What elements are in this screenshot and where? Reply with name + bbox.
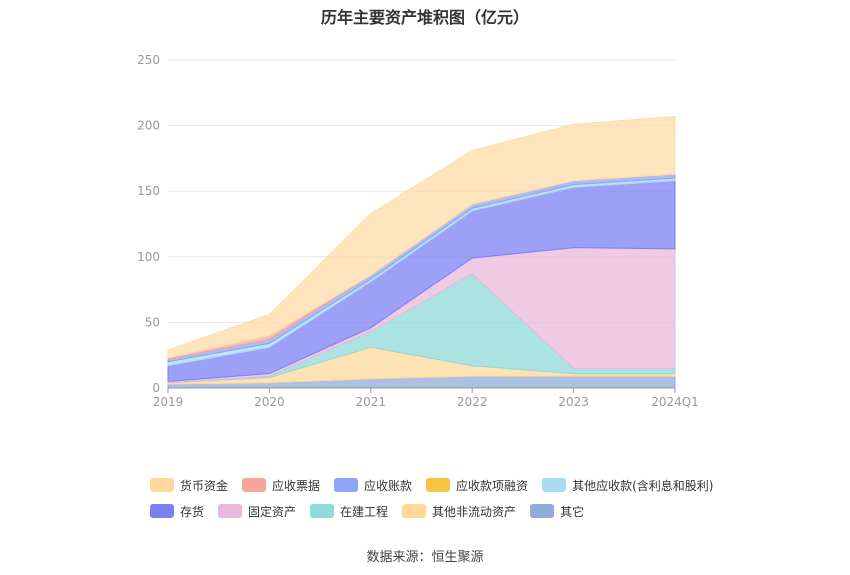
legend-label: 存货 (180, 504, 205, 519)
y-tick-label: 200 (137, 119, 160, 133)
axes: 0 50 100 150 200 250 2019 2020 2021 2022 2023 2024Q… (137, 53, 699, 409)
x-tick-label: 2019 (153, 395, 184, 409)
y-tick-label: 50 (145, 315, 160, 329)
legend-row: 货币资金 应收票据 应收账款 应收款项融资 其他应收款(含利息和股利) (150, 472, 750, 498)
legend-item[interactable]: 固定资产 (218, 503, 296, 520)
legend-swatch (242, 478, 267, 492)
area-series (167, 115, 676, 389)
legend-item[interactable]: 其它 (530, 503, 584, 520)
legend-item[interactable]: 货币资金 (150, 477, 228, 494)
legend-item[interactable]: 应收票据 (242, 477, 320, 494)
x-tick-label: 2022 (457, 395, 488, 409)
legend-label: 应收票据 (272, 478, 321, 493)
legend-item[interactable]: 应收款项融资 (426, 477, 528, 494)
legend-swatch (310, 504, 335, 518)
legend-item[interactable]: 其他非流动资产 (402, 503, 516, 520)
legend-item[interactable]: 在建工程 (310, 503, 388, 520)
legend-swatch (426, 478, 451, 492)
y-tick-label: 150 (137, 184, 160, 198)
legend-swatch (542, 478, 567, 492)
stacked-area-chart: 0 50 100 150 200 250 2019 2020 2021 2022 2023 2024Q… (137, 53, 699, 409)
y-tick-label: 100 (137, 250, 160, 264)
x-tick-label: 2024Q1 (651, 395, 699, 409)
legend-swatch (334, 478, 359, 492)
legend-label: 其他非流动资产 (432, 504, 517, 519)
legend-label: 在建工程 (340, 504, 389, 519)
legend-label: 其他应收款(含利息和股利) (572, 478, 714, 493)
legend-label: 固定资产 (248, 504, 297, 519)
legend-item[interactable]: 其他应收款(含利息和股利) (542, 477, 713, 494)
legend-item[interactable]: 存货 (150, 503, 204, 520)
legend: 货币资金 应收票据 应收账款 应收款项融资 其他应收款(含利息和股利) 存货 固定资产 在建… (150, 472, 750, 524)
legend-label: 应收账款 (364, 478, 413, 493)
data-source: 数据来源：恒生聚源 (366, 550, 484, 565)
legend-swatch (150, 478, 174, 492)
legend-item[interactable]: 应收账款 (334, 477, 412, 494)
chart-title: 历年主要资产堆积图（亿元） (320, 8, 529, 27)
legend-swatch (218, 504, 243, 518)
legend-swatch (402, 504, 427, 518)
x-tick-label: 2023 (558, 395, 589, 409)
x-tick-label: 2021 (356, 395, 387, 409)
legend-label: 货币资金 (180, 478, 229, 493)
area-series-货币资金[interactable] (167, 115, 676, 359)
x-tick-label: 2020 (254, 395, 285, 409)
legend-row: 存货 固定资产 在建工程 其他非流动资产 其它 (150, 498, 750, 524)
legend-label: 应收款项融资 (456, 478, 529, 493)
legend-swatch (530, 504, 555, 518)
y-tick-label: 250 (137, 53, 160, 67)
legend-label: 其它 (560, 504, 585, 519)
y-tick-label: 0 (152, 381, 160, 395)
legend-swatch (150, 504, 174, 518)
